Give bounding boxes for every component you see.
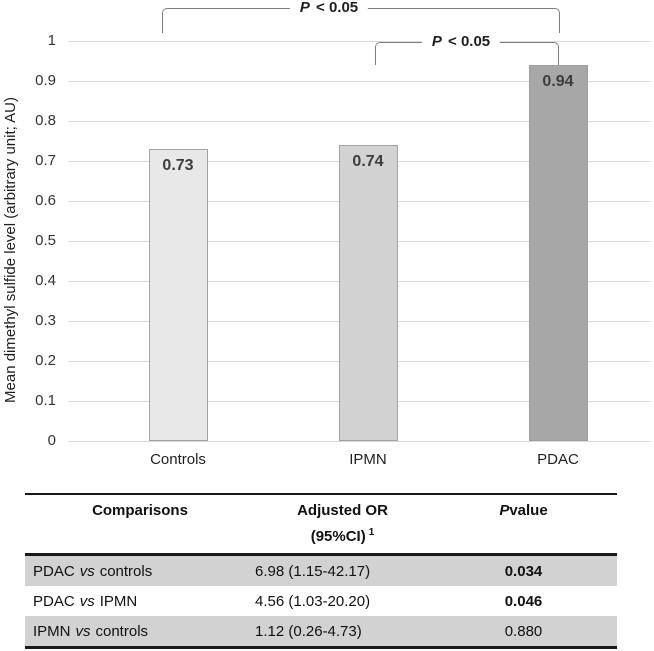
cell-adjusted-or: 6.98 (1.15-42.17): [255, 562, 371, 580]
adjusted-or-line1: Adjusted OR: [297, 502, 388, 519]
table-header-divider: [25, 553, 617, 556]
bar-value-label: 0.73: [162, 157, 194, 174]
y-axis-tick-label: 0.2: [35, 352, 56, 369]
adjusted-or-line2: (95%CI) 1: [310, 527, 375, 545]
comparison-group: PDAC: [33, 592, 75, 610]
p-threshold: < 0.05: [443, 33, 491, 50]
vs-label: vs: [79, 592, 95, 610]
p-symbol: P: [499, 502, 510, 519]
stats-table: Comparisons Adjusted OR (95%CI) 1 Pvalue …: [25, 493, 617, 651]
gridline: [68, 41, 650, 42]
gridline: [68, 121, 650, 122]
table-row: PDAC vs controls 6.98 (1.15-42.17) 0.034: [25, 556, 617, 586]
cell-comparison: PDAC vs controls: [25, 563, 255, 580]
table-row: IPMN vs controls 1.12 (0.26-4.73) 0.880: [25, 616, 617, 646]
y-axis-tick-label: 0.8: [35, 112, 56, 129]
significance-bracket-ipmn-pdac: P < 0.05: [375, 33, 559, 65]
cell-adjusted-or: 1.12 (0.26-4.73): [255, 622, 362, 640]
x-axis-category-label: IPMN: [349, 451, 387, 468]
cell-p-value: 0.046: [504, 592, 543, 610]
y-axis-tick-label: 0: [47, 432, 56, 449]
p-value-annotation: P < 0.05: [289, 0, 369, 16]
cell-p-value: 0.034: [504, 562, 543, 580]
bar-pdac: 0.94: [528, 65, 588, 441]
comparison-reference: IPMN: [99, 592, 138, 610]
p-symbol: P: [299, 0, 310, 16]
x-axis-category-label: PDAC: [537, 451, 579, 468]
comparison-group: IPMN: [33, 622, 71, 640]
y-axis-tick-label: 1: [47, 32, 56, 49]
gridline: [68, 441, 650, 442]
table-row: PDAC vs IPMN 4.56 (1.03-20.20) 0.046: [25, 586, 617, 616]
bar-value-label: 0.74: [352, 153, 384, 170]
gridline: [68, 81, 650, 82]
table-body: PDAC vs controls 6.98 (1.15-42.17) 0.034 PDAC…: [25, 556, 617, 646]
comparison-group: PDAC: [33, 562, 75, 580]
cell-comparison: PDAC vs IPMN: [25, 593, 255, 610]
y-axis-tick-label: 0.7: [35, 152, 56, 169]
p-value-annotation: P < 0.05: [421, 33, 501, 50]
column-header-p-value: Pvalue: [430, 500, 617, 548]
y-axis-tick-label: 0.9: [35, 72, 56, 89]
y-axis-tick-label: 0.1: [35, 392, 56, 409]
cell-adjusted-or: 4.56 (1.03-20.20): [255, 592, 371, 610]
vs-label: vs: [79, 562, 95, 580]
y-axis-tick-label: 0.5: [35, 232, 56, 249]
bar-ipmn: 0.74: [338, 145, 398, 441]
x-axis-category-label: Controls: [150, 451, 206, 468]
p-symbol: P: [431, 33, 442, 50]
column-header-comparisons: Comparisons: [92, 502, 188, 519]
bar-controls: 0.73: [148, 149, 208, 441]
footnote-marker: 1: [368, 527, 375, 538]
column-header-adjusted-or: Adjusted OR (95%CI) 1: [255, 500, 430, 548]
significance-bracket-controls-pdac: P < 0.05: [162, 0, 560, 33]
vs-label: vs: [75, 622, 91, 640]
y-axis-tick-label: 0.6: [35, 192, 56, 209]
p-value-word: value: [509, 502, 548, 519]
p-threshold: < 0.05: [311, 0, 359, 16]
table-top-border: [25, 493, 617, 495]
cell-comparison: IPMN vs controls: [25, 623, 255, 640]
table-header-row: Comparisons Adjusted OR (95%CI) 1 Pvalue: [25, 500, 617, 548]
comparison-reference: controls: [95, 622, 149, 640]
y-axis-tick-label: 0.3: [35, 312, 56, 329]
cell-p-value: 0.880: [504, 622, 543, 640]
bar-value-label: 0.94: [542, 73, 574, 90]
table-bottom-border: [25, 646, 617, 649]
comparison-reference: controls: [99, 562, 153, 580]
y-axis-tick-label: 0.4: [35, 272, 56, 289]
